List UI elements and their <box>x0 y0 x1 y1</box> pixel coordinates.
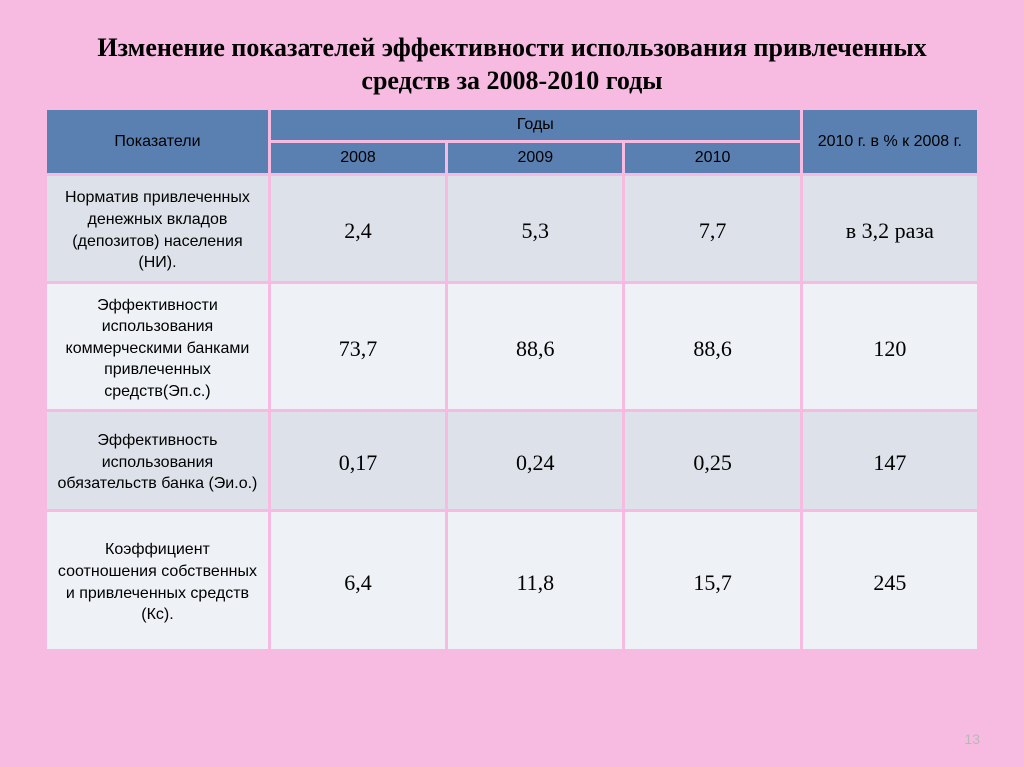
cell-2010: 15,7 <box>624 511 801 651</box>
cell-2008: 2,4 <box>269 175 446 283</box>
row-label: Коэффициент соотношения собственных и пр… <box>46 511 270 651</box>
page-number: 13 <box>964 731 980 747</box>
table-row: Эффективность использования обязательств… <box>46 411 979 511</box>
cell-2008: 73,7 <box>269 283 446 411</box>
cell-2009: 0,24 <box>447 411 624 511</box>
row-label: Норматив привлеченных денежных вкладов (… <box>46 175 270 283</box>
cell-ratio: 120 <box>801 283 978 411</box>
cell-2010: 88,6 <box>624 283 801 411</box>
cell-2010: 0,25 <box>624 411 801 511</box>
th-year-2010: 2010 <box>624 142 801 175</box>
th-year-2009: 2009 <box>447 142 624 175</box>
cell-2008: 0,17 <box>269 411 446 511</box>
th-year-2008: 2008 <box>269 142 446 175</box>
row-label: Эффективность использования обязательств… <box>46 411 270 511</box>
cell-ratio: в 3,2 раза <box>801 175 978 283</box>
cell-2010: 7,7 <box>624 175 801 283</box>
cell-2009: 88,6 <box>447 283 624 411</box>
table-row: Коэффициент соотношения собственных и пр… <box>46 511 979 651</box>
row-label: Эффективности использования коммерческим… <box>46 283 270 411</box>
table-row: Норматив привлеченных денежных вкладов (… <box>46 175 979 283</box>
th-ratio: 2010 г. в % к 2008 г. <box>801 109 978 175</box>
table-body: Норматив привлеченных денежных вкладов (… <box>46 175 979 651</box>
cell-2008: 6,4 <box>269 511 446 651</box>
efficiency-table: Показатели Годы 2010 г. в % к 2008 г. 20… <box>44 107 980 652</box>
th-years: Годы <box>269 109 801 142</box>
slide: Изменение показателей эффективности испо… <box>0 0 1024 767</box>
cell-2009: 5,3 <box>447 175 624 283</box>
page-title: Изменение показателей эффективности испо… <box>82 32 942 97</box>
cell-2009: 11,8 <box>447 511 624 651</box>
cell-ratio: 245 <box>801 511 978 651</box>
table-header-row-1: Показатели Годы 2010 г. в % к 2008 г. <box>46 109 979 142</box>
cell-ratio: 147 <box>801 411 978 511</box>
table-row: Эффективности использования коммерческим… <box>46 283 979 411</box>
th-indicator: Показатели <box>46 109 270 175</box>
